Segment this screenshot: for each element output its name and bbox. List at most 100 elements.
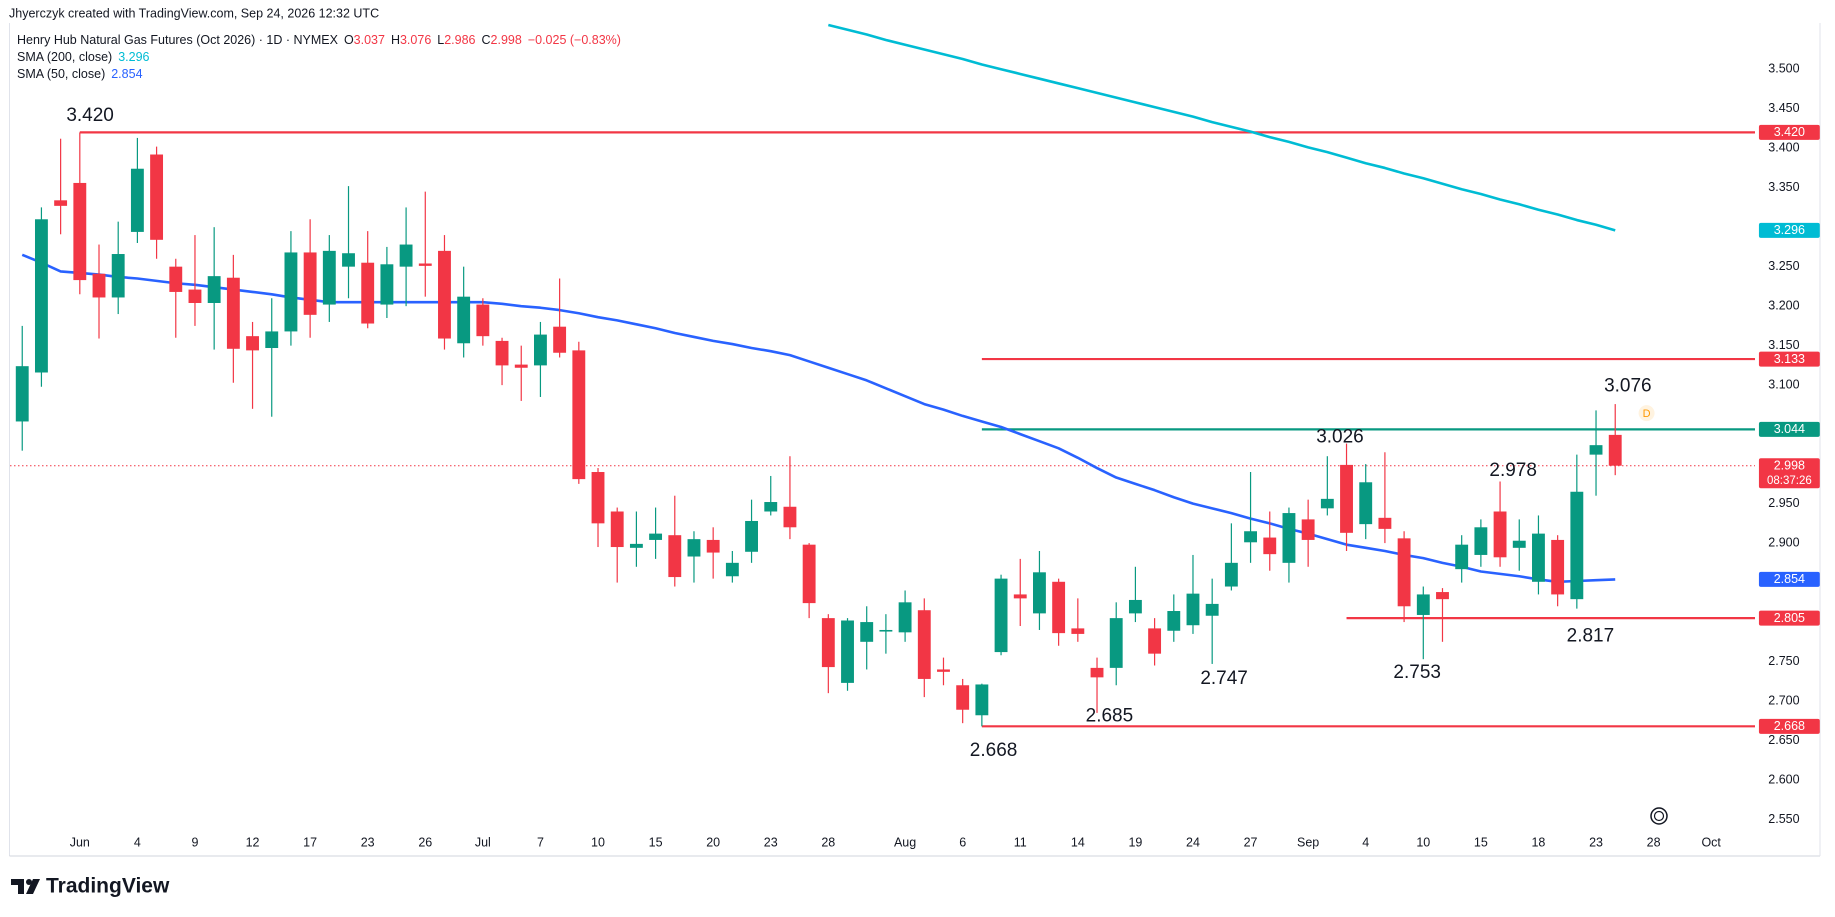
x-tick-label: 15 (649, 835, 663, 849)
candle-body (687, 539, 701, 557)
candle-body (1320, 498, 1334, 509)
candle-body (1033, 572, 1046, 614)
event-marker: D (1643, 408, 1651, 420)
clock-icon[interactable] (1650, 807, 1668, 825)
candle-body (1167, 611, 1181, 631)
price-annotation: 2.817 (1567, 626, 1615, 647)
candle-body (303, 252, 317, 315)
candle-body (495, 340, 509, 366)
ohlc-label: O (344, 33, 354, 47)
price-annotation: 2.978 (1489, 460, 1537, 481)
candle-body (54, 200, 68, 206)
x-tick-label: 10 (591, 835, 605, 849)
candle-body (265, 331, 279, 349)
sma-badge: 3.296 (1774, 223, 1805, 237)
candle-body (610, 511, 624, 548)
candle-body (783, 506, 797, 528)
candle-body (629, 543, 643, 548)
candle-body (1359, 482, 1373, 525)
y-tick-label: 3.250 (1768, 259, 1799, 273)
x-tick-label: 19 (1128, 835, 1142, 849)
clock-face (1653, 810, 1665, 822)
level-badge-bg (1758, 610, 1820, 626)
x-tick-label: 27 (1244, 835, 1258, 849)
candle-body (476, 304, 490, 337)
candle-body (1397, 538, 1411, 607)
candle-body (1532, 533, 1545, 582)
x-tick-label: 10 (1416, 835, 1430, 849)
candle-body (457, 296, 471, 344)
brand-logo (11, 879, 40, 894)
candle-body (975, 684, 989, 716)
price-annotation: 2.747 (1200, 668, 1248, 689)
candle-body (956, 685, 970, 710)
candle-body (1205, 603, 1219, 616)
y-tick-label: 2.600 (1768, 772, 1799, 786)
plot-area (10, 23, 1755, 728)
sma200-legend: SMA (200, close) 3.296 (17, 50, 150, 64)
candle-body (284, 252, 298, 332)
ohlc-value: 2.998 (491, 33, 522, 47)
price-annotation: 3.420 (66, 105, 114, 126)
price-annotation: 2.668 (970, 740, 1018, 761)
y-tick-label: 3.200 (1768, 298, 1799, 312)
event-marker-bg (1638, 405, 1655, 422)
candle-body (322, 250, 336, 305)
sma50-legend: SMA (50, close) 2.854 (17, 67, 143, 81)
candle-body (1186, 593, 1200, 626)
candle-body (15, 366, 29, 422)
level-badge: 3.420 (1774, 125, 1805, 139)
ohlc-value: 2.986 (444, 33, 475, 47)
x-tick-label: 18 (1531, 835, 1545, 849)
candle-body (188, 289, 202, 303)
candle-body (399, 244, 413, 267)
x-tick-label: 23 (1589, 835, 1603, 849)
y-tick-label: 2.550 (1768, 812, 1799, 826)
candle-body (668, 535, 682, 578)
candle-body (111, 254, 125, 298)
x-tick-label: Aug (894, 835, 916, 849)
x-tick-label: 24 (1186, 835, 1200, 849)
candle-body (533, 334, 547, 366)
level-badge: 3.133 (1774, 352, 1805, 366)
candle-body (860, 622, 874, 642)
logo-part (26, 879, 32, 885)
candle-body (438, 250, 451, 339)
ohlc-label: C (482, 33, 491, 47)
y-tick-label: 3.150 (1768, 338, 1799, 352)
last-price-badge-bg (1758, 458, 1820, 489)
candle-body (1416, 594, 1430, 615)
brand: TradingView (46, 875, 170, 898)
candle-body (879, 629, 893, 632)
x-tick-label: 6 (959, 835, 966, 849)
candle-body (1282, 513, 1296, 563)
candle-body (553, 326, 567, 353)
y-tick-label: 3.100 (1768, 377, 1799, 391)
legend-value: 3.296 (118, 50, 149, 64)
candle-body (821, 618, 835, 668)
level-badge: 2.805 (1774, 611, 1805, 625)
x-tick-label: 23 (764, 835, 778, 849)
candle-body (130, 168, 144, 232)
x-tick-label: 7 (537, 835, 544, 849)
candle-body (361, 262, 375, 324)
candle-body (917, 610, 931, 679)
candle-body (207, 276, 221, 303)
candle-body (1551, 539, 1565, 595)
change: −0.025 (−0.83%) (528, 33, 621, 47)
candle-body (1474, 527, 1488, 555)
candle-body (725, 562, 739, 577)
x-tick-label: 14 (1071, 835, 1085, 849)
y-tick-label: 2.950 (1768, 496, 1799, 510)
x-tick-label: 17 (303, 835, 317, 849)
candle-body (1013, 594, 1027, 599)
symbol: Henry Hub Natural Gas Futures (Oct 2026)… (17, 33, 339, 47)
logo-part (11, 879, 24, 894)
y-tick-label: 3.350 (1768, 180, 1799, 194)
x-tick-label: Sep (1297, 835, 1319, 849)
candle-body (1263, 537, 1277, 555)
candle-body (380, 264, 394, 305)
candle-body (1378, 517, 1392, 529)
